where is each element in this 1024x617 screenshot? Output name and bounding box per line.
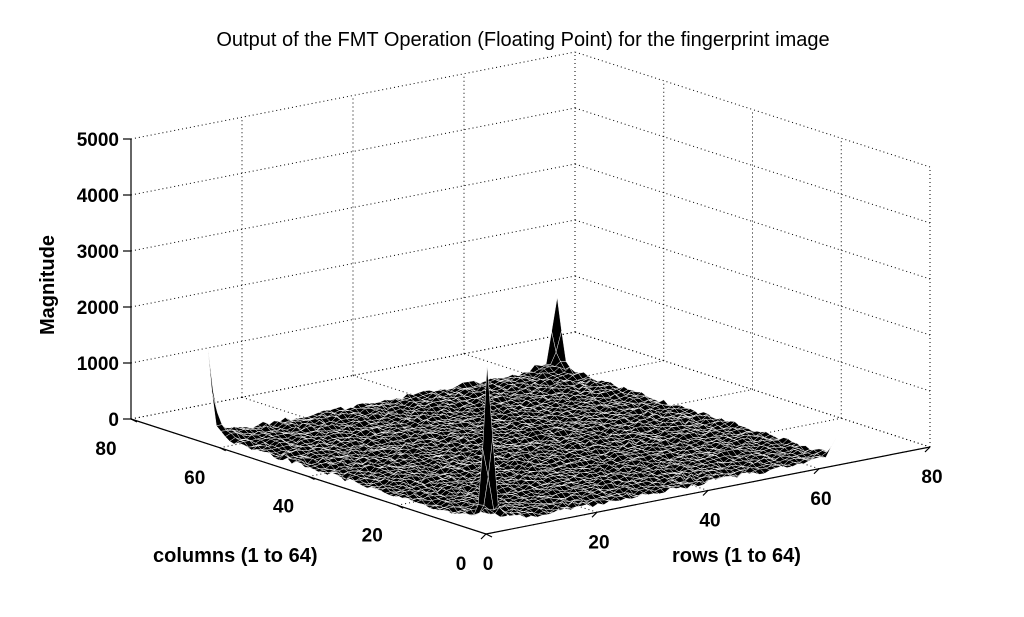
z-tick-label: 0 (108, 410, 119, 431)
z-axis-label: Magnitude (37, 235, 59, 335)
z-tick-label: 5000 (77, 130, 119, 151)
x-tick (924, 446, 931, 453)
y-tick-label: 40 (273, 497, 294, 518)
grid-line (574, 51, 931, 168)
y-tick (219, 447, 227, 452)
x-tick-labels: 0 20 40 60 80 (483, 467, 943, 575)
y-tick-label: 0 (456, 554, 467, 575)
y-tick-label: 60 (184, 468, 205, 489)
z-tick-label: 2000 (77, 298, 119, 319)
x-tick (813, 468, 820, 475)
axes (123, 138, 931, 540)
z-tick-label: 1000 (77, 354, 119, 375)
y-tick (396, 504, 404, 509)
y-tick (308, 475, 315, 481)
x-tick-label: 60 (810, 489, 831, 510)
x-tick (702, 490, 709, 496)
y-axis-label: columns (1 to 64) (153, 545, 317, 567)
x-tick-label: 0 (483, 554, 494, 575)
y-tick-label: 20 (362, 525, 383, 546)
x-tick-label: 80 (921, 467, 942, 488)
grid-line (130, 51, 576, 140)
x-axis-label: rows (1 to 64) (672, 545, 801, 567)
y-tick-labels: 0 20 40 60 80 (95, 439, 466, 575)
z-tick-labels: 0 1000 2000 3000 4000 5000 (77, 130, 119, 431)
x-tick (591, 511, 598, 518)
y-tick (130, 418, 138, 423)
chart-title: Output of the FMT Operation (Floating Po… (216, 29, 829, 51)
y-tick-label: 80 (95, 439, 116, 460)
y-tick (485, 533, 493, 538)
x-tick-label: 40 (699, 511, 720, 532)
x-tick-label: 20 (588, 532, 609, 553)
surface-cell (826, 436, 837, 453)
x-tick (480, 533, 487, 540)
surface-mesh (207, 297, 837, 519)
z-tick-label: 4000 (77, 186, 119, 207)
z-tick-label: 3000 (77, 242, 119, 263)
surface-cell (207, 345, 218, 413)
surface-cell (482, 365, 493, 477)
surface-cell (211, 392, 223, 427)
